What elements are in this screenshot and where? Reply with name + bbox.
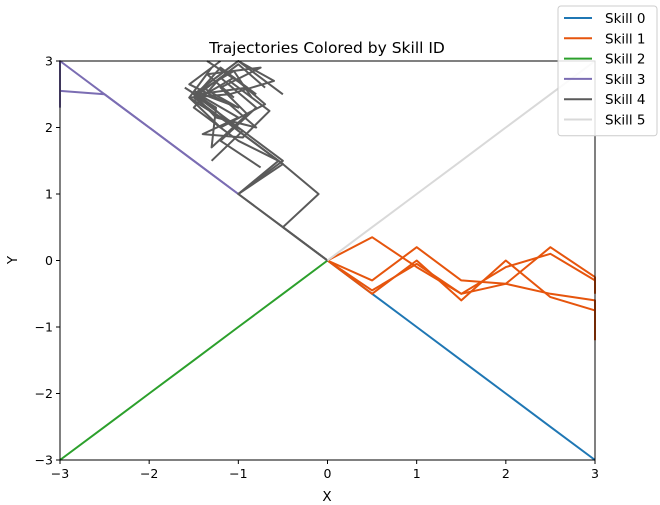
skill-1-trajectory-0: [327, 236, 596, 295]
skill-3-trajectory-1: [59, 89, 239, 195]
chart-title: Trajectories Colored by Skill ID: [208, 39, 445, 57]
x-tick-label: −1: [229, 466, 247, 481]
legend-label: Skill 3: [605, 72, 646, 88]
y-tick-label: −2: [35, 386, 53, 401]
x-tick-label: −3: [51, 466, 69, 481]
legend-label: Skill 2: [605, 52, 646, 68]
skill-4-trajectory-7: [197, 60, 271, 139]
skill-1-trajectory-1: [327, 246, 596, 321]
x-tick-label: 0: [324, 466, 332, 481]
skill-2-trajectory-0: [59, 259, 329, 461]
y-tick-label: −3: [35, 453, 53, 468]
x-tick-label: 3: [591, 466, 599, 481]
y-tick-label: −1: [35, 320, 53, 335]
y-tick-label: 1: [45, 187, 53, 202]
skill-4-trajectory-8: [188, 60, 258, 129]
y-tick-label: 0: [45, 253, 53, 268]
y-axis-label: Y: [5, 255, 21, 265]
legend: Skill 0 Skill 1 Skill 2 Skill 3 Skill 4 Skill…: [557, 5, 658, 137]
skill-1-trajectory-2: [326, 259, 596, 341]
skill-4-trajectory-6: [188, 67, 267, 162]
legend-label: Skill 0: [605, 11, 646, 27]
x-tick-label: 2: [502, 466, 510, 481]
y-tick-label: 2: [45, 120, 53, 135]
skill-4-trajectory-2: [197, 63, 329, 262]
x-tick-label: 1: [413, 466, 421, 481]
x-axis-label: X: [322, 489, 331, 505]
x-axis: −3 −2 −1 0 1 2 3: [51, 460, 599, 481]
x-tick-label: −2: [140, 466, 158, 481]
legend-label: Skill 4: [605, 92, 646, 108]
y-tick-label: 3: [45, 54, 53, 69]
skill-1-trajectory-3: [326, 252, 596, 295]
legend-label: Skill 1: [605, 31, 646, 47]
skill-5-trajectory-0: [326, 60, 596, 262]
legend-label: Skill 5: [605, 113, 646, 129]
y-axis: −3 −2 −1 0 1 2 3: [35, 54, 60, 468]
plot-area: [59, 60, 596, 461]
skill-4-trajectory-0: [192, 60, 329, 262]
